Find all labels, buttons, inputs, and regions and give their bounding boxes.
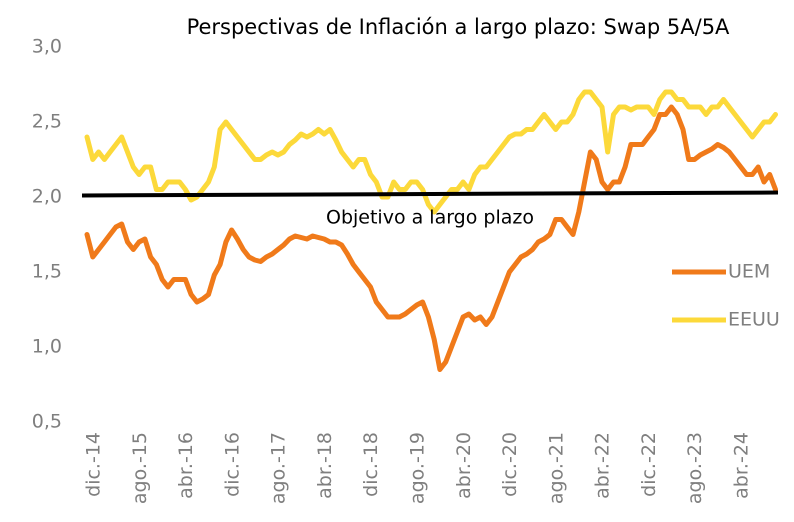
x-tick-label: ago.-15	[129, 432, 151, 504]
x-tick-label: dic.-14	[83, 432, 105, 497]
x-tick-label: abr.-22	[592, 432, 614, 499]
x-tick-label: ago.-21	[545, 432, 567, 504]
y-tick-label: 3,0	[32, 36, 62, 58]
x-tick-label: dic.-20	[499, 432, 521, 497]
chart-title: Perspectivas de Inflación a largo plazo:…	[187, 15, 730, 39]
x-tick-label: abr.-24	[731, 432, 753, 499]
series-line	[84, 104, 778, 372]
legend-label: UEM	[728, 261, 770, 283]
series-line	[84, 89, 778, 215]
x-tick-label: abr.-18	[314, 432, 336, 499]
x-tick-label: dic.-22	[638, 432, 660, 497]
x-tick-label: dic.-16	[221, 432, 243, 497]
x-tick-label: ago.-19	[407, 432, 429, 504]
x-tick-label: abr.-20	[453, 432, 475, 499]
x-tick-label: dic.-18	[360, 432, 382, 497]
y-tick-label: 0,5	[32, 411, 62, 433]
x-tick-label: ago.-23	[684, 432, 706, 504]
y-tick-label: 1,5	[32, 261, 62, 283]
y-tick-label: 1,0	[32, 336, 62, 358]
x-tick-label: ago.-17	[268, 432, 290, 504]
target-label: Objetivo a largo plazo	[326, 207, 534, 229]
x-tick-label: abr.-16	[175, 432, 197, 499]
y-tick-label: 2,5	[32, 111, 62, 133]
y-tick-label: 2,0	[32, 186, 62, 208]
target-line	[81, 190, 779, 198]
legend-label: EEUU	[728, 309, 780, 331]
